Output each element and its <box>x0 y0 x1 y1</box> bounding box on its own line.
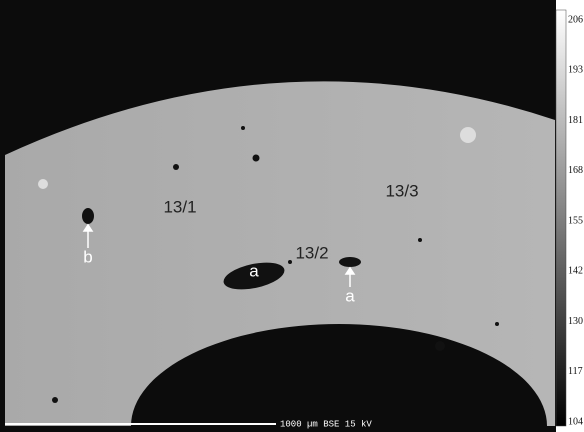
pore-label: a <box>249 261 259 280</box>
colorbar-tick: 130 <box>568 316 583 327</box>
colorbar <box>556 10 566 426</box>
colorbar-tick: 142 <box>568 266 583 277</box>
pore-label: a <box>345 286 355 305</box>
region-label: 13/2 <box>295 243 328 262</box>
colorbar-tick: 181 <box>568 115 583 126</box>
colorbar-tick: 206 <box>568 14 583 25</box>
colorbar-tick: 155 <box>568 215 583 226</box>
scale-bar-text: 1000 µm BSE 15 kV <box>280 419 372 429</box>
colorbar-tick: 193 <box>568 65 583 76</box>
colorbar-tick: 104 <box>568 416 583 427</box>
pore-label: b <box>83 247 92 266</box>
region-label: 13/3 <box>385 181 418 200</box>
region-label: 13/1 <box>163 197 196 216</box>
colorbar-tick: 168 <box>568 165 583 176</box>
colorbar-tick: 117 <box>568 366 583 377</box>
sem-image: 13/1 13/2 13/3 a a b 1000 µm BSE 15 kV 2… <box>0 0 584 432</box>
